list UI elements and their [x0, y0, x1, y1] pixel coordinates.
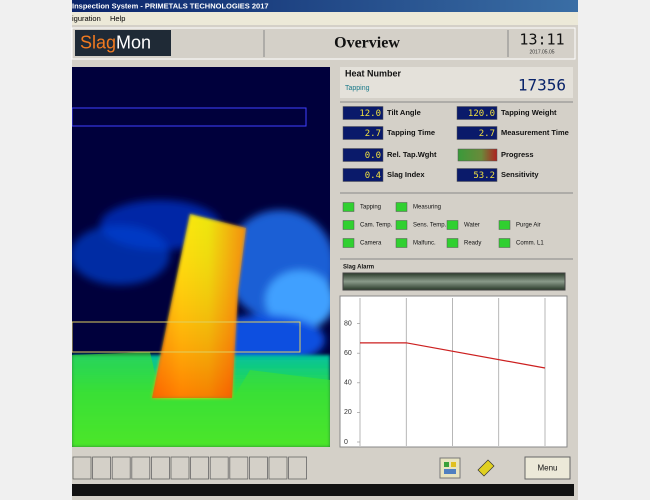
field-value: 0.0	[365, 151, 381, 161]
status-led	[395, 202, 408, 212]
value-box	[342, 148, 384, 162]
clock-date: 2017.05.05	[529, 49, 554, 55]
toolbar-slot	[72, 456, 92, 480]
value-box	[456, 106, 498, 120]
value-box	[456, 126, 498, 140]
icon-part	[444, 462, 449, 467]
trend-line	[360, 342, 546, 369]
menu-button-label: Menu	[537, 464, 557, 473]
toolbar-slot	[92, 456, 111, 480]
y-tick-label: 60	[344, 350, 352, 357]
field-label: Rel. Tap.Wght	[387, 150, 437, 159]
toolbar-slot	[248, 456, 268, 480]
status-led	[498, 238, 511, 248]
status-led	[342, 220, 355, 230]
heat-box	[340, 67, 573, 98]
value-box	[342, 106, 384, 120]
status-label: Comm. L1	[516, 241, 544, 247]
status-label: Cam. Temp.	[360, 223, 393, 229]
trend-chart	[339, 295, 568, 448]
toolbar-slot	[209, 456, 229, 480]
heat-label: Heat Number	[345, 68, 402, 78]
status-label: Ready	[464, 241, 481, 247]
thermal-image	[72, 67, 330, 447]
toolbar-slot	[288, 456, 308, 480]
menu-bar	[72, 12, 578, 25]
toolbar-slot	[170, 456, 190, 480]
value-box	[456, 168, 498, 182]
toolbar-slot	[229, 456, 249, 480]
field-label: Slag Index	[387, 170, 425, 179]
toolbar-slot	[111, 456, 131, 480]
toolbar-slot	[150, 456, 170, 480]
icon-part	[444, 469, 456, 474]
y-tick-label: 40	[344, 380, 352, 387]
status-led	[446, 220, 459, 230]
status-label: Sens. Temp.	[413, 223, 447, 229]
y-tick-label: 80	[344, 320, 352, 327]
logo-box	[75, 30, 171, 56]
progress-bar	[457, 148, 498, 162]
menu-item[interactable]: Help	[110, 14, 125, 23]
toolbar-slot	[190, 456, 210, 480]
icon-part	[451, 462, 456, 467]
status-label: Malfunc.	[413, 241, 436, 247]
field-value: 53.2	[473, 171, 495, 181]
status-led	[342, 202, 355, 212]
heat-status: Tapping	[345, 85, 370, 92]
field-label: Measurement Time	[501, 128, 569, 137]
y-tick-label: 0	[344, 439, 348, 446]
status-label: Water	[464, 223, 480, 229]
value-box	[342, 168, 384, 182]
field-value: 12.0	[359, 109, 381, 119]
status-label: Tapping	[360, 205, 381, 211]
status-led	[395, 238, 408, 248]
status-label: Camera	[360, 241, 382, 247]
logo: SlagMon	[80, 32, 151, 52]
clock-time: 13:11	[519, 31, 564, 49]
page-title: Overview	[334, 35, 400, 52]
toolbar-slot	[131, 456, 151, 480]
status-led	[395, 220, 408, 230]
field-label: Tapping Weight	[501, 108, 557, 117]
field-value: 2.7	[365, 129, 381, 139]
status-led	[342, 238, 355, 248]
menu-button[interactable]	[524, 456, 571, 480]
icon-part	[477, 459, 495, 477]
status-led	[498, 220, 511, 230]
field-value: 0.4	[365, 171, 381, 181]
status-label: Purge Air	[516, 223, 541, 229]
field-label: Sensitivity	[501, 170, 539, 179]
field-label: Tilt Angle	[387, 108, 421, 117]
field-value: 120.0	[468, 109, 495, 119]
menu-item[interactable]: iguration	[72, 14, 101, 23]
toolbar-slots	[72, 456, 308, 480]
slag-alarm-label: Slag Alarm	[343, 265, 374, 271]
status-led	[446, 238, 459, 248]
window-title: Inspection System - PRIMETALS TECHNOLOGI…	[72, 1, 269, 10]
toolbar-slot	[268, 456, 288, 480]
y-tick-label: 20	[344, 409, 352, 416]
tool-icon[interactable]	[439, 457, 461, 479]
heat-number: 17356	[518, 76, 566, 95]
slag-alarm-bar	[342, 272, 566, 291]
field-value: 2.7	[479, 129, 495, 139]
status-label: Measuring	[413, 205, 441, 211]
status-bar	[72, 484, 574, 496]
logo-part: Slag	[80, 32, 116, 52]
field-label: Progress	[501, 150, 534, 159]
field-label: Tapping Time	[387, 128, 435, 137]
title-bar	[72, 0, 578, 12]
value-box	[342, 126, 384, 140]
logo-part: Mon	[116, 32, 151, 52]
